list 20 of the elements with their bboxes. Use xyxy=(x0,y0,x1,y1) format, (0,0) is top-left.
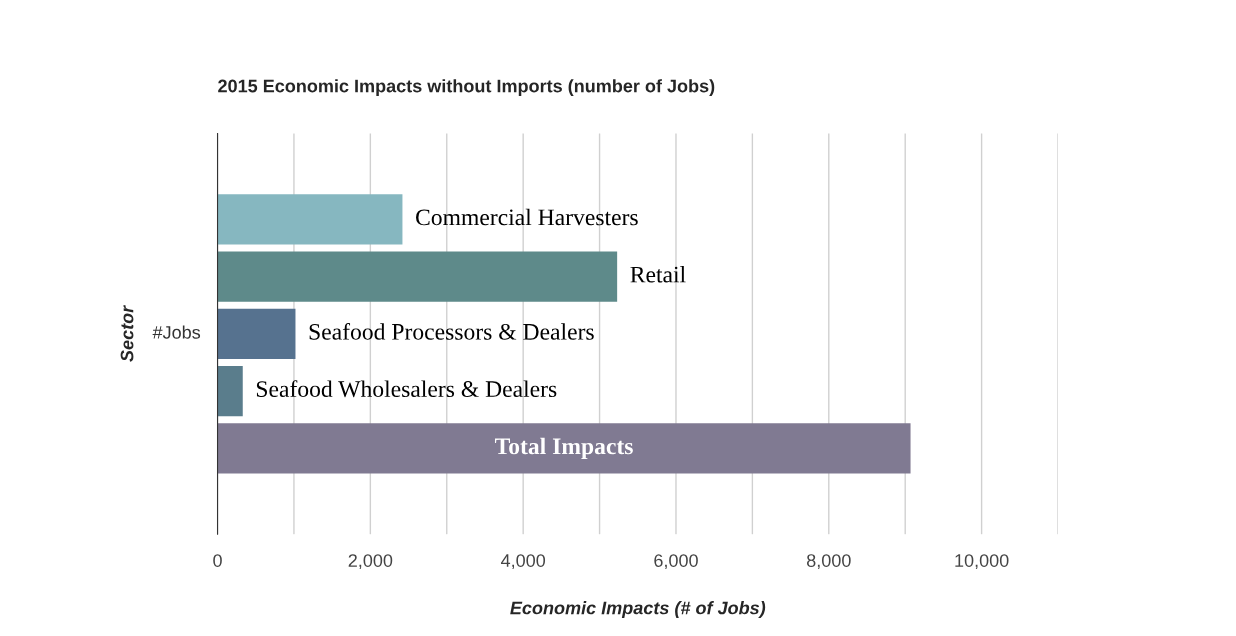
y-tick-label: Seafood Processors & Dealers xyxy=(309,322,594,340)
x-tick-label: 4,000 xyxy=(500,554,546,570)
bar xyxy=(217,365,243,417)
x-axis-title: Economic Impacts (# of Jobs) xyxy=(510,601,766,618)
y-tick-label: Seafood Wholesalers & Dealers xyxy=(256,380,557,398)
bar xyxy=(217,423,911,474)
bar xyxy=(217,251,618,302)
x-tick-label: 0 xyxy=(213,554,222,567)
text: #Jobs xyxy=(152,325,201,339)
bar xyxy=(217,194,403,245)
x-tick-label: 8,000 xyxy=(806,554,851,570)
x-tick-label: 10,000 xyxy=(955,554,1009,570)
chart-title: 2015 Economic Impacts without Imports (number of Jobs) xyxy=(218,79,715,96)
y-tick-label: Retail xyxy=(630,265,686,283)
y-tick-label: Commercial Harvesters xyxy=(416,208,638,226)
x-tick-label: 2,000 xyxy=(348,554,393,570)
y-axis-title: Sector xyxy=(120,304,134,362)
y-tick-label: Total Impacts xyxy=(494,437,633,460)
bar xyxy=(217,308,296,360)
x-tick-label: 6,000 xyxy=(654,554,698,570)
